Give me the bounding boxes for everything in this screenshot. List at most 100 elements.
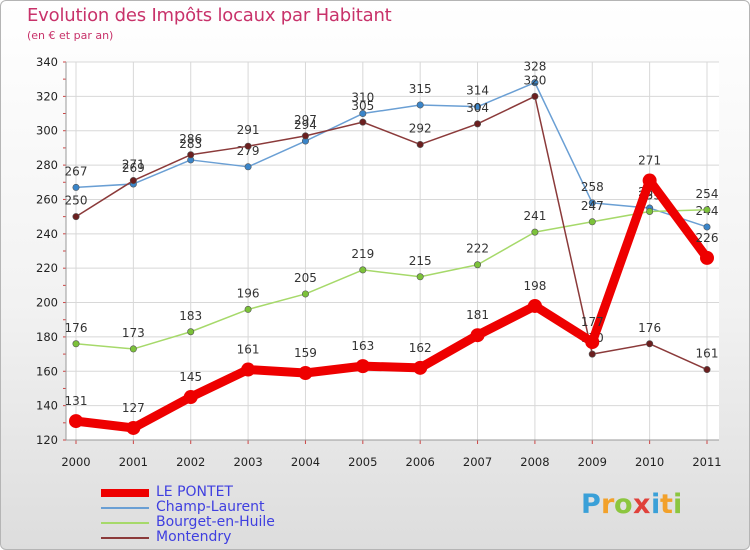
data-point-bourget-en-huile	[646, 207, 654, 215]
x-tick-label: 2000	[61, 455, 90, 469]
data-point-champ-laurent	[474, 103, 482, 111]
data-label-champ-laurent: 267	[65, 164, 88, 178]
data-label-montendry: 292	[409, 121, 432, 135]
data-label-le-pontet: 131	[65, 394, 88, 408]
x-tick-label: 2011	[692, 455, 721, 469]
logo-letter: i	[673, 489, 683, 520]
x-tick-label: 2008	[520, 455, 549, 469]
y-tick-label: 220	[36, 261, 58, 275]
y-tick-label: 200	[36, 296, 58, 310]
data-point-bourget-en-huile	[474, 261, 482, 269]
data-point-champ-laurent	[72, 183, 80, 191]
data-label-montendry: 250	[65, 194, 88, 208]
data-point-montendry	[703, 366, 711, 374]
legend-label: Champ-Laurent	[156, 499, 265, 515]
series-line-bourget-en-huile	[75, 209, 708, 350]
data-label-le-pontet: 159	[294, 346, 317, 360]
data-point-montendry	[359, 118, 367, 126]
logo-letter: i	[651, 489, 661, 520]
data-point-le-pontet	[527, 298, 542, 313]
data-label-montendry: 320	[523, 73, 546, 87]
data-point-bourget-en-huile	[244, 305, 252, 313]
data-label-le-pontet: 163	[351, 339, 374, 353]
data-label-champ-laurent: 283	[179, 137, 202, 151]
legend-item-champ-laurent: Champ-Laurent	[101, 499, 361, 515]
y-tick-label: 120	[36, 433, 58, 447]
data-point-bourget-en-huile	[129, 345, 137, 353]
x-tick-label: 2005	[348, 455, 377, 469]
data-label-champ-laurent: 294	[294, 118, 317, 132]
y-tick-label: 160	[36, 364, 58, 378]
x-tick-label: 2006	[406, 455, 435, 469]
data-point-montendry	[416, 140, 424, 148]
series-line-montendry	[75, 95, 708, 371]
data-label-montendry: 286	[179, 132, 202, 146]
x-tick-label: 2009	[578, 455, 607, 469]
logo-letter: t	[660, 489, 673, 520]
data-label-le-pontet: 181	[466, 308, 489, 322]
data-point-le-pontet	[355, 359, 370, 374]
data-point-bourget-en-huile	[359, 266, 367, 274]
data-point-champ-laurent	[359, 110, 367, 118]
data-label-montendry: 297	[294, 113, 317, 127]
data-label-montendry: 176	[638, 321, 661, 335]
legend-label: LE PONTET	[156, 484, 233, 500]
logo-letter: P	[581, 489, 601, 520]
data-label-montendry: 271	[122, 158, 145, 172]
data-label-montendry: 291	[237, 123, 260, 137]
data-label-montendry: 304	[466, 101, 489, 115]
data-label-bourget-en-huile: 254	[696, 187, 719, 201]
data-label-bourget-en-huile: 176	[65, 321, 88, 335]
data-label-champ-laurent: 310	[351, 91, 374, 105]
data-label-bourget-en-huile: 215	[409, 254, 432, 268]
data-point-montendry	[646, 340, 654, 348]
data-label-champ-laurent: 258	[581, 180, 604, 194]
plot-area	[66, 62, 719, 440]
data-point-montendry	[474, 120, 482, 128]
data-point-montendry	[588, 350, 596, 358]
data-point-bourget-en-huile	[588, 218, 596, 226]
data-point-le-pontet	[585, 335, 600, 350]
data-point-le-pontet	[126, 420, 141, 435]
data-label-champ-laurent: 315	[409, 82, 432, 96]
data-point-le-pontet	[470, 328, 485, 343]
data-label-champ-laurent: 328	[523, 60, 546, 74]
legend-swatch	[101, 507, 149, 509]
data-label-montendry: 161	[696, 347, 719, 361]
data-point-montendry	[244, 142, 252, 150]
data-label-bourget-en-huile: 173	[122, 326, 145, 340]
data-label-le-pontet: 271	[638, 154, 661, 168]
series-line-champ-laurent	[75, 81, 708, 228]
data-point-champ-laurent	[531, 79, 539, 87]
legend-item-bourget-en-huile: Bourget-en-Huile	[101, 514, 361, 530]
legend-label: Montendry	[156, 529, 232, 545]
logo-letter: x	[633, 489, 651, 520]
y-tick-label: 280	[36, 158, 58, 172]
chart-subtitle: (en € et par an)	[27, 29, 114, 42]
series-line-le-pontet	[71, 176, 712, 433]
legend-swatch	[101, 522, 149, 524]
data-label-le-pontet: 226	[696, 231, 719, 245]
data-point-le-pontet	[183, 390, 198, 405]
x-tick-label: 2003	[233, 455, 262, 469]
x-tick-label: 2010	[635, 455, 664, 469]
data-point-bourget-en-huile	[72, 340, 80, 348]
y-tick-label: 140	[36, 399, 58, 413]
legend-swatch	[101, 537, 149, 539]
data-point-montendry	[187, 151, 195, 159]
data-label-le-pontet: 127	[122, 401, 145, 415]
data-point-bourget-en-huile	[531, 228, 539, 236]
data-label-le-pontet: 162	[409, 341, 432, 355]
data-point-le-pontet	[413, 360, 428, 375]
x-tick-label: 2001	[119, 455, 148, 469]
data-point-bourget-en-huile	[301, 290, 309, 298]
data-point-champ-laurent	[588, 199, 596, 207]
data-point-le-pontet	[642, 173, 657, 188]
data-label-le-pontet: 198	[523, 279, 546, 293]
data-point-montendry	[531, 92, 539, 100]
logo-letter: o	[614, 489, 633, 520]
data-point-bourget-en-huile	[187, 328, 195, 336]
